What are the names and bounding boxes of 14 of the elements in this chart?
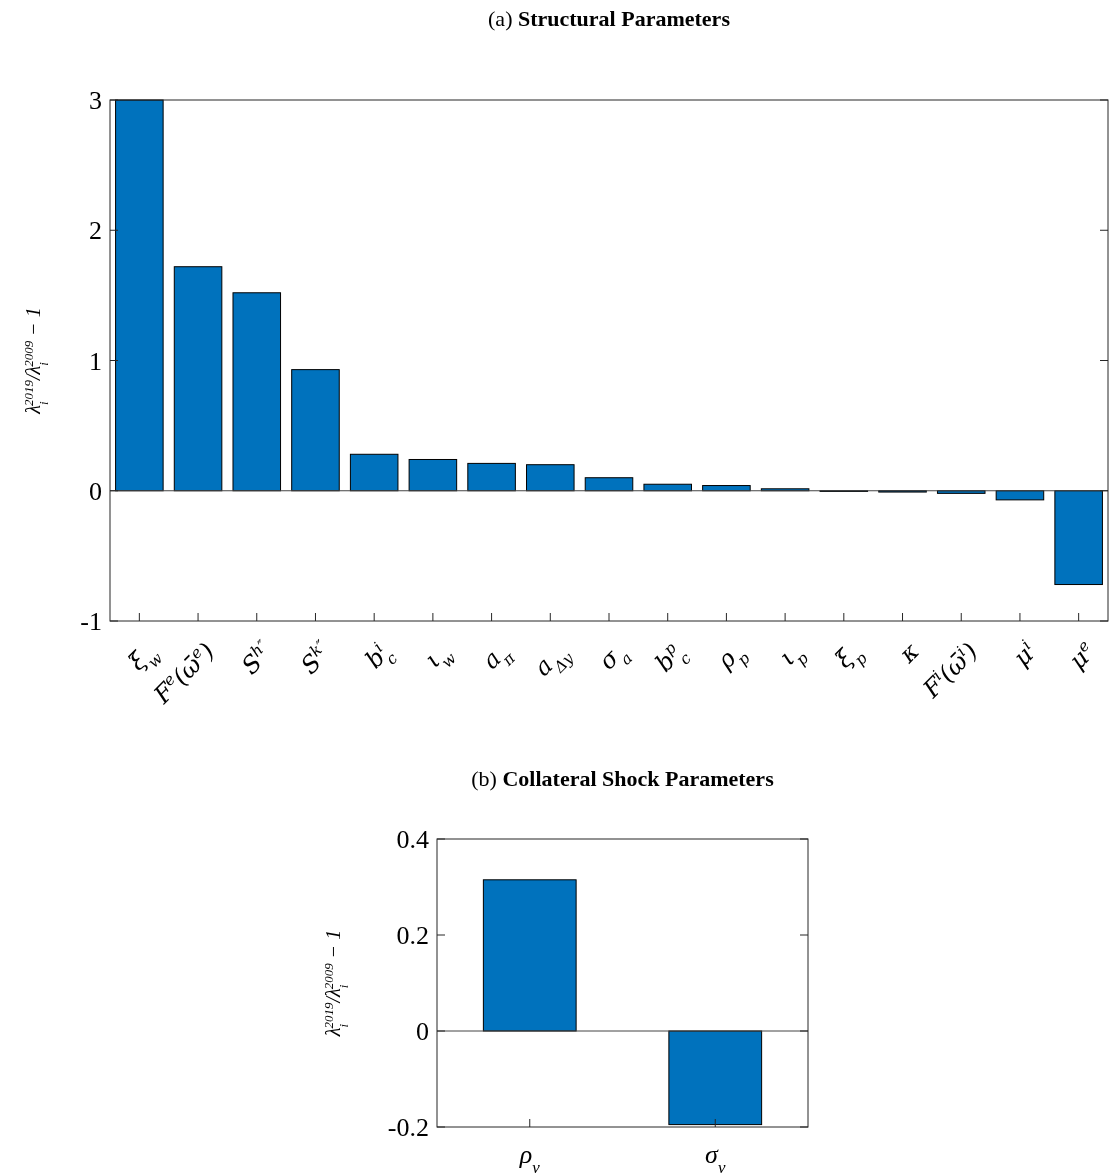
y-tick-label: 0	[89, 476, 102, 506]
y-tick-label: 1	[89, 346, 102, 376]
chart-title: (a) Structural Parameters	[488, 6, 731, 31]
y-tick-label: 2	[89, 216, 102, 246]
y-tick-label: -0.2	[387, 1113, 429, 1143]
x-tick-label: σ$_{ν}$	[705, 1140, 726, 1173]
y-tick-label: 0.2	[396, 921, 429, 951]
y-tick-label: 3	[89, 86, 102, 116]
x-tick-label: κ	[893, 637, 925, 670]
y-tick-label: 0	[416, 1017, 429, 1047]
chart-title: (b) Collateral Shock Parameters	[471, 766, 775, 791]
y-tick-label: -1	[80, 607, 102, 637]
x-tick-label: ρ$_{ν}$	[518, 1140, 541, 1173]
y-tick-label: 0.4	[396, 825, 429, 855]
